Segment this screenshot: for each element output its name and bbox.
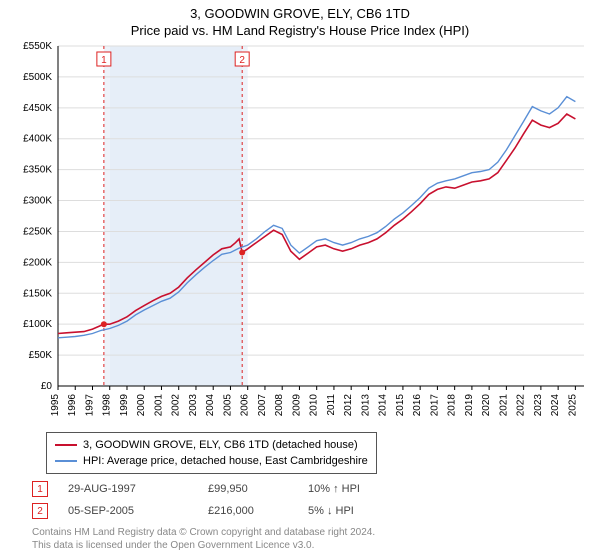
sale-1-price: £99,950 [208,483,308,495]
sale-row-2: 2 05-SEP-2005 £216,000 5% ↓ HPI [32,500,398,522]
svg-text:2: 2 [239,55,245,66]
svg-text:2001: 2001 [153,394,164,417]
svg-text:2022: 2022 [516,394,527,417]
legend-label-hpi: HPI: Average price, detached house, East… [83,455,368,467]
svg-text:2003: 2003 [188,394,199,417]
legend-swatch-hpi [55,460,77,462]
svg-text:2004: 2004 [205,394,216,417]
svg-text:£250K: £250K [23,226,52,237]
svg-text:2023: 2023 [533,394,544,417]
svg-text:2005: 2005 [222,394,233,417]
svg-text:£550K: £550K [23,42,52,52]
svg-text:2009: 2009 [291,394,302,417]
svg-text:2015: 2015 [395,394,406,417]
svg-text:2012: 2012 [343,394,354,417]
svg-text:1995: 1995 [50,394,61,417]
sale-marker-1-num: 1 [37,484,43,495]
svg-text:1999: 1999 [119,394,130,417]
svg-text:2006: 2006 [240,394,251,417]
svg-text:1: 1 [101,55,107,66]
svg-text:£200K: £200K [23,257,52,268]
sale-2-pct: 5% ↓ HPI [308,505,398,517]
svg-text:2016: 2016 [412,394,423,417]
svg-text:2017: 2017 [429,394,440,417]
svg-text:2000: 2000 [136,394,147,417]
svg-text:2025: 2025 [567,394,578,417]
svg-text:1996: 1996 [67,394,78,417]
legend-item-property: 3, GOODWIN GROVE, ELY, CB6 1TD (detached… [55,437,368,453]
attribution: Contains HM Land Registry data © Crown c… [32,526,375,552]
legend-item-hpi: HPI: Average price, detached house, East… [55,453,368,469]
legend: 3, GOODWIN GROVE, ELY, CB6 1TD (detached… [46,432,377,474]
svg-text:1997: 1997 [84,394,95,417]
sale-marker-2-num: 2 [37,506,43,517]
svg-text:2021: 2021 [498,394,509,417]
svg-text:£150K: £150K [23,288,52,299]
sale-row-1: 1 29-AUG-1997 £99,950 10% ↑ HPI [32,478,398,500]
attribution-line2: This data is licensed under the Open Gov… [32,539,375,552]
svg-text:£300K: £300K [23,196,52,207]
chart-title-subtitle: Price paid vs. HM Land Registry's House … [0,21,600,38]
svg-text:2020: 2020 [481,394,492,417]
chart-title-address: 3, GOODWIN GROVE, ELY, CB6 1TD [0,0,600,21]
svg-text:£400K: £400K [23,134,52,145]
svg-text:2013: 2013 [360,394,371,417]
svg-text:1998: 1998 [102,394,113,417]
svg-text:£0: £0 [41,381,53,392]
chart-area: £0 £50K £100K £150K £200K £250K £300K £350K £400… [10,42,590,422]
legend-label-property: 3, GOODWIN GROVE, ELY, CB6 1TD (detached… [83,439,358,451]
sale-1-date: 29-AUG-1997 [68,483,208,495]
sale-marker-2: 2 [32,503,48,519]
svg-text:2024: 2024 [550,394,561,417]
svg-text:2007: 2007 [257,394,268,417]
svg-text:2002: 2002 [171,394,182,417]
sales-table: 1 29-AUG-1997 £99,950 10% ↑ HPI 2 05-SEP… [32,478,398,522]
svg-text:2010: 2010 [309,394,320,417]
sale-2-date: 05-SEP-2005 [68,505,208,517]
svg-text:£50K: £50K [29,350,53,361]
svg-text:£500K: £500K [23,72,52,83]
svg-text:2018: 2018 [447,394,458,417]
svg-text:2008: 2008 [274,394,285,417]
svg-text:£450K: £450K [23,103,52,114]
legend-swatch-property [55,444,77,446]
svg-text:2011: 2011 [326,394,337,416]
svg-text:2014: 2014 [378,394,389,417]
sale-marker-1: 1 [32,481,48,497]
svg-text:2019: 2019 [464,394,475,417]
sale-2-price: £216,000 [208,505,308,517]
svg-text:£350K: £350K [23,165,52,176]
sale-1-pct: 10% ↑ HPI [308,483,398,495]
svg-text:£100K: £100K [23,319,52,330]
attribution-line1: Contains HM Land Registry data © Crown c… [32,526,375,539]
line-chart-svg: £0 £50K £100K £150K £200K £250K £300K £350K £400… [10,42,590,422]
